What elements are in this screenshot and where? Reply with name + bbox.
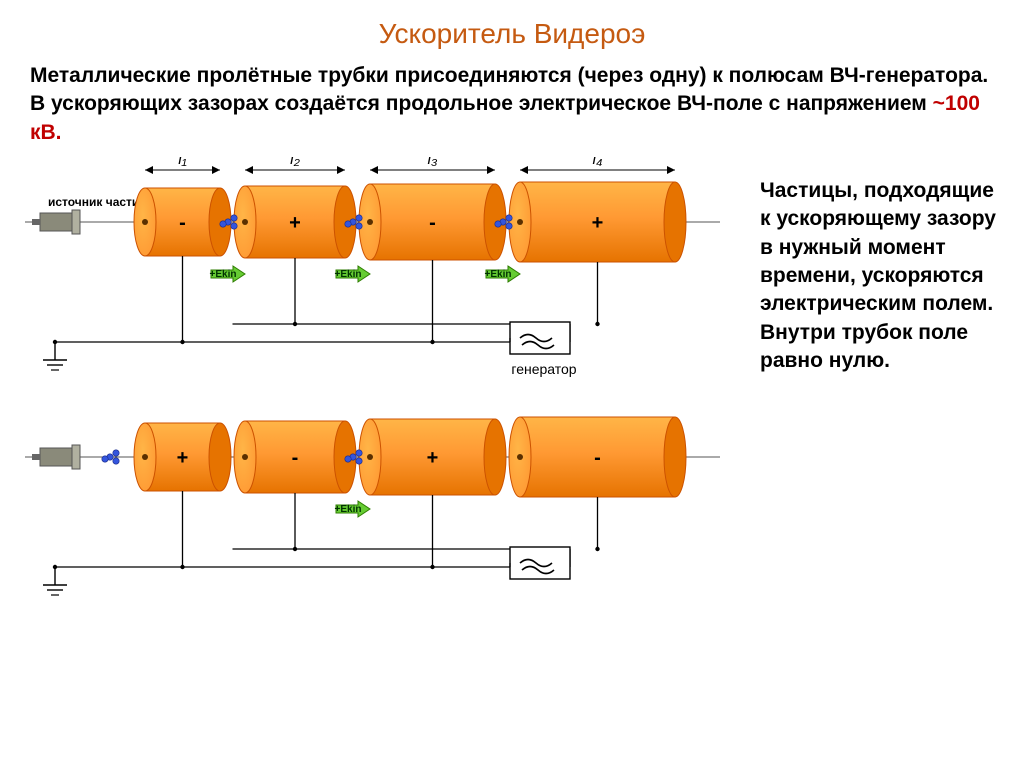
svg-text:l₄: l₄ — [593, 157, 603, 168]
svg-text:+Ekin: +Ekin — [335, 269, 362, 280]
svg-text:-: - — [292, 447, 299, 469]
svg-text:l₃: l₃ — [428, 157, 438, 168]
diagram-top: источник частиц - + - + l₁ l₂ l₃ l₄ +Ekin +Ekin +Ek… — [10, 157, 750, 392]
side-text: Частицы, подходящие к ускоряющему зазору… — [760, 177, 1000, 375]
side-column: Частицы, подходящие к ускоряющему зазору… — [750, 157, 1010, 617]
svg-text:+Ekin: +Ekin — [485, 269, 512, 280]
svg-text:+Ekin: +Ekin — [210, 269, 237, 280]
main-layout: источник частиц - + - + l₁ l₂ l₃ l₄ +Ekin +Ekin +Ek… — [0, 157, 1024, 617]
svg-text:+: + — [427, 447, 439, 469]
svg-text:+Ekin: +Ekin — [335, 504, 362, 515]
diagram-area: источник частиц - + - + l₁ l₂ l₃ l₄ +Ekin +Ekin +Ek… — [10, 157, 750, 617]
svg-text:источник частиц: источник частиц — [48, 195, 147, 209]
svg-text:+: + — [289, 212, 301, 234]
page-title: Ускоритель Видероэ — [0, 0, 1024, 62]
svg-text:l₂: l₂ — [290, 157, 300, 168]
svg-text:-: - — [429, 212, 436, 234]
intro-plain: Металлические пролётные трубки присоедин… — [30, 64, 988, 115]
svg-text:+: + — [592, 212, 604, 234]
intro-text: Металлические пролётные трубки присоедин… — [0, 62, 1024, 157]
svg-text:+: + — [177, 447, 189, 469]
svg-text:генератор: генератор — [511, 361, 576, 377]
svg-text:l₁: l₁ — [178, 157, 187, 168]
svg-text:-: - — [594, 447, 601, 469]
diagram-bottom: + - + - +Ekin — [10, 392, 750, 617]
svg-text:-: - — [179, 212, 186, 234]
